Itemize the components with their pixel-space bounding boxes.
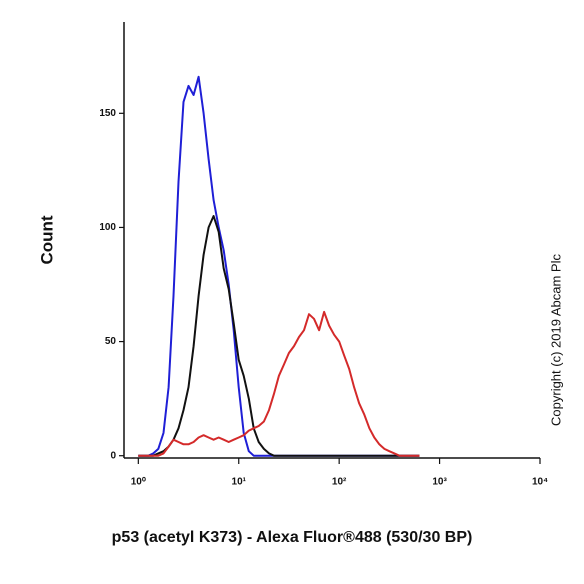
x-axis-label: p53 (acetyl K373) - Alexa Fluor®488 (530… (112, 529, 473, 546)
y-tick-label: 150 (99, 108, 116, 119)
x-tick-label: 10⁴ (532, 477, 548, 488)
x-tick-label: 10⁰ (131, 477, 146, 488)
y-axis-label: Count (37, 215, 56, 264)
x-tick-label: 10² (332, 477, 347, 488)
x-tick-label: 10¹ (232, 477, 247, 488)
x-tick-label: 10³ (432, 477, 447, 488)
y-tick-label: 50 (105, 336, 117, 347)
histogram-line (138, 215, 420, 457)
y-tick-label: 100 (99, 222, 116, 233)
y-tick-label: 0 (110, 450, 116, 461)
histogram-line (138, 75, 420, 457)
copyright: Copyright (c) 2019 Abcam Plc (548, 254, 563, 426)
histogram-line (138, 310, 420, 457)
